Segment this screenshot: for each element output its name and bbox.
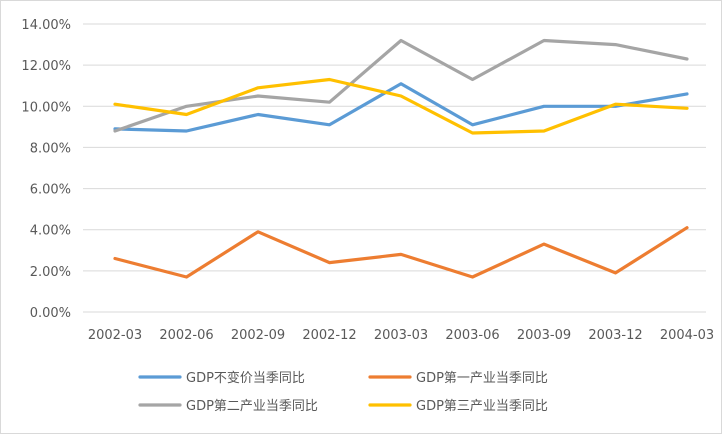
series-line-3 xyxy=(113,38,689,133)
y-tick-label: 6.00% xyxy=(30,183,71,198)
legend: GDP不变价当季同比 GDP第一产业当季同比 GDP第二产业当季同比 GDP第三产业当… xyxy=(138,370,548,414)
x-tick-label: 2003-06 xyxy=(445,328,499,343)
x-tick-label: 2003-12 xyxy=(588,328,642,343)
legend-label: GDP第一产业当季同比 xyxy=(416,371,548,386)
legend-label: GDP第三产业当季同比 xyxy=(416,399,548,414)
gridlines xyxy=(83,23,706,313)
y-axis: 0.00% 2.00% 4.00% 6.00% 8.00% 10.00% 12.00% 14.… xyxy=(21,18,71,321)
x-tick-label: 2004-03 xyxy=(660,328,714,343)
y-tick-label: 12.00% xyxy=(21,59,71,74)
x-axis: 2002-03 2002-06 2002-09 2002-12 2003-03 2003-… xyxy=(88,328,714,343)
y-tick-label: 14.00% xyxy=(21,18,71,33)
x-tick-label: 2002-03 xyxy=(88,328,142,343)
x-tick-label: 2002-12 xyxy=(302,328,356,343)
x-tick-label: 2002-06 xyxy=(159,328,213,343)
legend-label: GDP不变价当季同比 xyxy=(186,370,305,386)
series-line-2 xyxy=(113,226,689,279)
series-lines xyxy=(113,38,689,279)
x-tick-label: 2003-09 xyxy=(517,328,571,343)
legend-label: GDP第二产业当季同比 xyxy=(186,399,318,414)
x-tick-label: 2002-09 xyxy=(231,328,285,343)
y-tick-label: 0.00% xyxy=(30,306,71,321)
series-line-4 xyxy=(113,77,689,135)
y-tick-label: 8.00% xyxy=(30,141,71,156)
x-tick-label: 2003-03 xyxy=(374,328,428,343)
y-tick-label: 2.00% xyxy=(30,265,71,280)
series-line-1 xyxy=(113,82,689,133)
y-tick-label: 10.00% xyxy=(21,100,71,115)
y-tick-label: 4.00% xyxy=(30,224,71,239)
